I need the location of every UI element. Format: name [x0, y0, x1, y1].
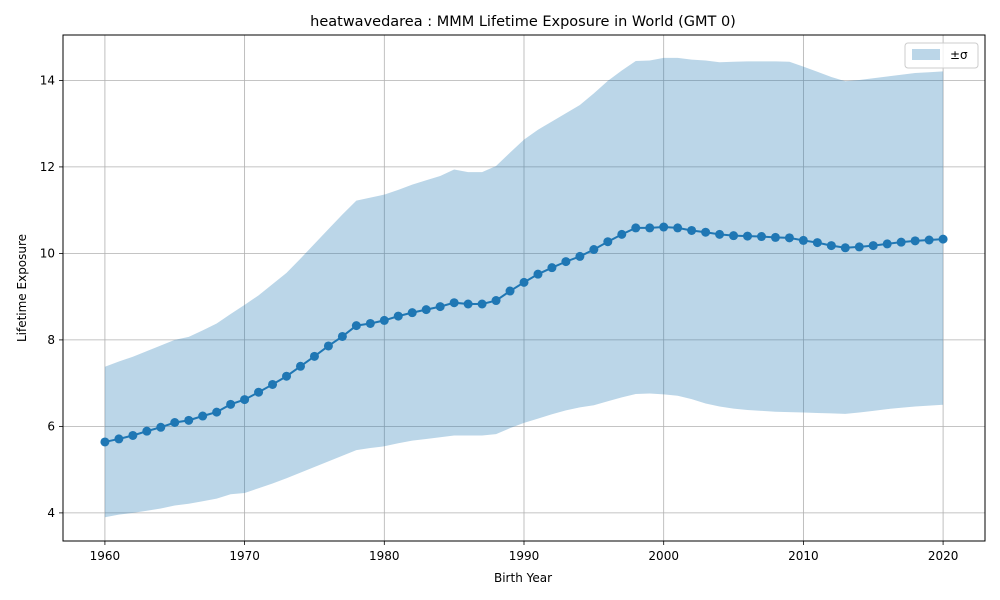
x-tick-label: 2010 [788, 549, 819, 563]
data-point [631, 223, 641, 233]
x-tick-label: 1990 [509, 549, 540, 563]
data-point [896, 237, 906, 247]
data-point [645, 223, 655, 233]
y-tick-label: 12 [40, 160, 55, 174]
x-axis-label: Birth Year [494, 571, 552, 585]
data-point [421, 305, 431, 315]
data-point [268, 379, 278, 389]
data-point [505, 286, 515, 296]
data-point [226, 399, 236, 409]
legend: ±σ [904, 42, 979, 69]
data-point [938, 234, 948, 244]
y-ticks: 4 6 8 10 12 14 [40, 73, 63, 520]
data-point [254, 387, 264, 397]
data-point [463, 299, 473, 309]
data-point [407, 308, 417, 318]
y-tick-label: 4 [47, 506, 55, 520]
data-point [156, 422, 166, 432]
data-point [882, 239, 892, 249]
data-point [128, 430, 138, 440]
data-point [743, 231, 753, 241]
data-point [198, 411, 208, 421]
data-point [184, 415, 194, 425]
data-point [575, 251, 585, 261]
x-tick-label: 2020 [928, 549, 959, 563]
data-point [309, 351, 319, 361]
x-tick-label: 1960 [90, 549, 121, 563]
data-point [603, 237, 613, 247]
data-point [519, 277, 529, 287]
data-point [812, 238, 822, 248]
data-point [114, 434, 124, 444]
x-tick-label: 1970 [229, 549, 260, 563]
data-point [673, 223, 683, 233]
data-point [826, 241, 836, 251]
data-point [379, 315, 389, 325]
data-point [282, 371, 292, 381]
y-tick-label: 10 [40, 246, 55, 260]
data-point [589, 245, 599, 255]
data-point [365, 318, 375, 328]
y-tick-label: 8 [47, 333, 55, 347]
y-tick-label: 6 [47, 419, 55, 433]
data-point [868, 241, 878, 251]
data-point [798, 235, 808, 245]
data-point [449, 298, 459, 308]
data-point [323, 341, 333, 351]
data-point [701, 227, 711, 237]
grid [63, 35, 985, 541]
data-point [659, 222, 669, 232]
data-point [547, 263, 557, 273]
data-point [393, 311, 403, 321]
data-point [729, 231, 739, 241]
data-point [491, 296, 501, 306]
data-point [910, 236, 920, 246]
chart-title: heatwavedarea : MMM Lifetime Exposure in… [310, 14, 736, 30]
data-point [477, 299, 487, 309]
legend-swatch [912, 49, 940, 60]
data-point [337, 331, 347, 341]
data-point [533, 269, 543, 279]
legend-box [904, 42, 979, 69]
legend-label: ±σ [950, 48, 968, 62]
x-tick-label: 2000 [648, 549, 679, 563]
data-point [240, 395, 250, 405]
data-point [212, 407, 222, 417]
data-point [770, 232, 780, 242]
data-point [924, 235, 934, 245]
data-point [142, 426, 152, 436]
data-point [715, 229, 725, 239]
data-point [617, 229, 627, 239]
y-axis-label: Lifetime Exposure [15, 234, 29, 342]
points-layer [100, 222, 948, 447]
data-point [435, 302, 445, 312]
data-point [687, 225, 697, 235]
data-point [784, 233, 794, 243]
data-point [561, 257, 571, 267]
data-point [854, 242, 864, 252]
band-layer [104, 57, 944, 518]
data-point [840, 243, 850, 253]
sigma-band [104, 57, 944, 518]
data-point [100, 437, 110, 447]
data-point [351, 321, 361, 331]
y-tick-label: 14 [40, 73, 55, 87]
x-ticks: 1960 1970 1980 1990 2000 2010 2020 [90, 541, 959, 563]
data-point [756, 232, 766, 242]
x-tick-label: 1980 [369, 549, 400, 563]
data-point [295, 361, 305, 371]
data-point [170, 418, 180, 428]
